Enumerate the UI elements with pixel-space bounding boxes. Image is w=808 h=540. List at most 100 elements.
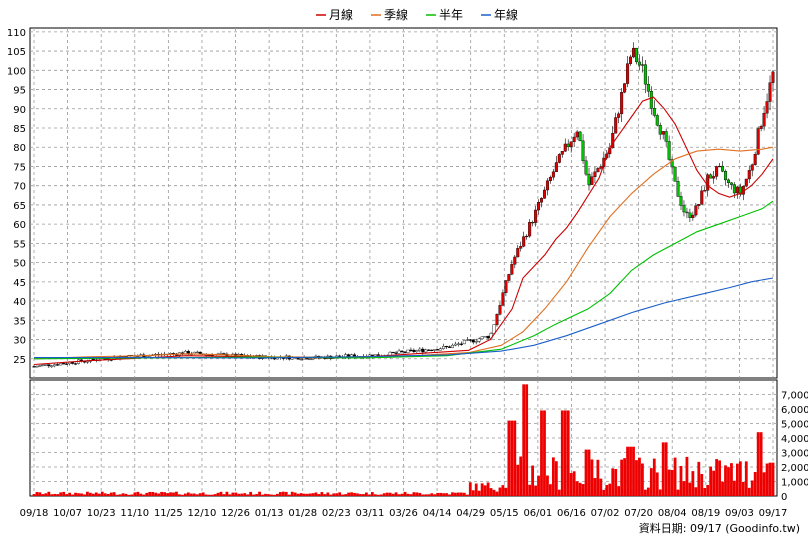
volume-bar-248 <box>768 462 772 496</box>
candle-body-166 <box>525 235 529 238</box>
volume-bar-42 <box>157 493 161 496</box>
volume-bar-21 <box>94 492 98 496</box>
volume-bar-13 <box>71 494 74 496</box>
candle-body-171 <box>540 198 544 203</box>
candle-body-181 <box>569 141 573 148</box>
volume-axis-ticks: 0 1,000 2,000 3,000 4,000 5,000 6,000 7,000 <box>781 391 808 504</box>
candle-body-173 <box>545 180 549 191</box>
volume-bar-222 <box>691 471 695 496</box>
candle-body-196 <box>614 117 618 134</box>
candle-body-11 <box>65 363 69 365</box>
volume-bar-57 <box>201 492 205 496</box>
candle-body-159 <box>504 280 508 293</box>
candle-body-195 <box>611 133 615 149</box>
moving-average-lines <box>33 96 774 366</box>
volume-bar-239 <box>741 481 745 496</box>
date-tick-6: 12/26 <box>221 508 250 519</box>
volume-bars <box>32 384 775 496</box>
volume-bar-15 <box>77 493 80 496</box>
volume-bar-62 <box>216 492 220 496</box>
volume-bar-220 <box>685 456 689 496</box>
volume-bar-89 <box>296 493 300 496</box>
volume-bar-173 <box>546 475 549 496</box>
candle-body-223 <box>694 205 698 216</box>
candle-body-139 <box>445 345 449 348</box>
date-tick-7: 01/13 <box>255 508 284 519</box>
candle-body-158 <box>501 292 505 306</box>
vol-tick-6000: 6,000 <box>781 405 808 416</box>
candle-body-207 <box>646 84 650 92</box>
volume-bar-155 <box>492 489 496 496</box>
volume-bar-46 <box>169 492 172 496</box>
candle-body-247 <box>765 101 769 114</box>
volume-bar-226 <box>703 487 707 496</box>
candle-body-153 <box>486 336 490 339</box>
candle-body-147 <box>468 339 472 341</box>
volume-bar-120 <box>388 492 392 496</box>
volume-bar-53 <box>189 493 193 496</box>
volume-bar-94 <box>311 493 315 496</box>
candle-body-214 <box>667 141 671 160</box>
volume-bar-81 <box>272 494 276 496</box>
volume-bar-219 <box>682 481 686 496</box>
volume-bar-108 <box>353 492 356 496</box>
volume-bar-240 <box>744 461 748 496</box>
candle-body-237 <box>735 186 739 194</box>
price-tick-105: 105 <box>7 47 26 58</box>
volume-bar-237 <box>735 463 739 496</box>
volume-bar-224 <box>697 461 701 496</box>
volume-bar-70 <box>240 493 244 496</box>
volume-bar-30 <box>121 493 125 496</box>
volume-bar-32 <box>127 494 131 496</box>
candle-body-129 <box>415 350 419 352</box>
candle-body-151 <box>480 336 484 340</box>
date-tick-14: 05/15 <box>490 508 519 519</box>
volume-bar-82 <box>275 493 279 496</box>
volume-bar-179 <box>563 410 567 496</box>
volume-bar-63 <box>219 491 223 496</box>
volume-bar-65 <box>225 491 229 496</box>
date-tick-11: 03/26 <box>389 508 418 519</box>
volume-bar-192 <box>602 489 606 496</box>
vol-tick-4000: 4,000 <box>781 434 808 445</box>
volume-bar-79 <box>267 494 270 496</box>
volume-bar-12 <box>68 492 72 496</box>
volume-bar-143 <box>457 492 460 496</box>
volume-bar-68 <box>234 492 238 496</box>
volume-bar-204 <box>638 457 641 496</box>
candle-body-228 <box>709 174 713 179</box>
volume-bar-159 <box>504 487 508 496</box>
vol-tick-3000: 3,000 <box>781 449 808 460</box>
volume-bar-184 <box>578 482 582 496</box>
volume-bar-150 <box>477 490 481 496</box>
date-axis-ticks: 09/18 10/07 10/23 11/10 11/25 12/10 12/26 01/13… <box>20 508 788 519</box>
volume-bar-235 <box>730 463 733 496</box>
candle-body-219 <box>682 205 686 213</box>
candle-body-190 <box>596 168 600 173</box>
volume-bar-0 <box>32 494 36 496</box>
volume-bar-154 <box>489 488 493 496</box>
candle-body-163 <box>516 248 520 258</box>
volume-bar-7 <box>53 493 57 496</box>
volume-bar-52 <box>186 492 190 496</box>
volume-bar-177 <box>557 489 561 496</box>
volume-bar-231 <box>718 460 721 496</box>
date-tick-2: 10/23 <box>87 508 116 519</box>
volume-bar-39 <box>148 491 152 496</box>
volume-bar-203 <box>635 460 638 496</box>
candle-body-55 <box>195 351 199 354</box>
volume-bar-213 <box>664 442 668 496</box>
candle-body-121 <box>391 351 395 354</box>
volume-bar-133 <box>427 494 431 496</box>
candle-body-164 <box>519 246 523 249</box>
volume-bar-107 <box>350 492 353 496</box>
volume-bar-115 <box>373 494 377 496</box>
candle-body-169 <box>534 209 538 223</box>
price-tick-95: 95 <box>13 86 26 97</box>
legend-label-3: 年線 <box>494 7 518 22</box>
volume-bar-178 <box>560 410 564 496</box>
candle-body-175 <box>551 171 555 178</box>
ma-line-2 <box>33 200 774 360</box>
volume-bar-25 <box>106 493 110 496</box>
candle-body-210 <box>655 115 659 126</box>
